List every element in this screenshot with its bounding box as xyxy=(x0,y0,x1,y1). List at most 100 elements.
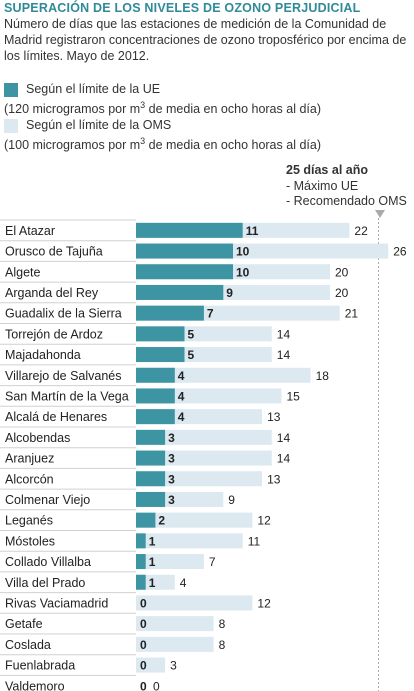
category-label: Torrejón de Ardoz xyxy=(5,327,103,341)
value-label-ue: 3 xyxy=(168,493,175,507)
value-label-oms: 12 xyxy=(257,514,271,528)
bar-ue xyxy=(136,491,166,507)
value-label-ue: 11 xyxy=(246,224,259,238)
value-label-ue: 1 xyxy=(149,534,156,548)
value-label-ue: 4 xyxy=(178,369,185,383)
value-label-oms: 9 xyxy=(228,493,235,507)
legend-swatch-ue xyxy=(4,83,18,97)
value-label-oms: 12 xyxy=(257,596,271,610)
category-label: Villa del Prado xyxy=(5,576,85,590)
value-label-ue: 7 xyxy=(207,307,214,321)
value-label-oms: 13 xyxy=(267,410,281,424)
bar-ue xyxy=(136,347,185,363)
category-label: Guadalix de la Sierra xyxy=(5,307,122,321)
value-label-ue: 1 xyxy=(149,576,156,590)
bar-oms xyxy=(136,512,253,528)
legend-item-ue: Según el límite de la UE (120 microgramo… xyxy=(4,81,404,117)
bar-oms xyxy=(136,554,204,570)
bar-ue xyxy=(136,533,146,549)
bar-ue xyxy=(136,388,175,404)
value-label-oms: 4 xyxy=(180,576,187,590)
bar-ue xyxy=(136,554,146,570)
bar-ue xyxy=(136,284,224,300)
bar-oms xyxy=(136,367,311,383)
bar-ue xyxy=(136,409,175,425)
value-label-ue: 0 xyxy=(140,679,147,691)
value-label-oms: 20 xyxy=(335,265,349,279)
chart-title: SUPERACIÓN DE LOS NIVELES DE OZONO PERJU… xyxy=(4,1,361,15)
bar-oms xyxy=(136,533,243,549)
value-label-ue: 4 xyxy=(178,389,185,403)
value-label-ue: 0 xyxy=(140,638,147,652)
value-label-ue: 5 xyxy=(188,348,195,362)
category-label: Móstoles xyxy=(5,534,55,548)
category-label: Fuenlabrada xyxy=(5,659,75,673)
category-label: Aranjuez xyxy=(5,452,54,466)
bar-ue xyxy=(136,429,166,445)
bar-ue xyxy=(136,512,156,528)
category-label: Colmenar Viejo xyxy=(5,493,90,507)
value-label-oms: 14 xyxy=(277,431,291,445)
value-label-ue: 10 xyxy=(236,245,250,259)
bar-ue xyxy=(136,222,243,238)
category-label: Alcalá de Henares xyxy=(5,410,107,424)
category-label: El Atazar xyxy=(5,224,55,238)
category-label: Alcobendas xyxy=(5,431,70,445)
value-label-ue: 0 xyxy=(140,617,147,631)
bar-ue xyxy=(136,264,233,280)
category-label: Getafe xyxy=(5,617,43,631)
bar-oms xyxy=(136,657,166,673)
value-label-ue: 3 xyxy=(168,452,175,466)
category-label: Valdemoro xyxy=(5,679,65,691)
category-label: Alcorcón xyxy=(5,472,54,486)
category-label: Collado Villalba xyxy=(5,555,91,569)
value-label-ue: 4 xyxy=(178,410,185,424)
value-label-ue: 3 xyxy=(168,472,175,486)
legend-detail-ue: (120 microgramos por m3 de media en ocho… xyxy=(4,100,321,117)
value-label-ue: 2 xyxy=(158,514,165,528)
value-label-oms: 26 xyxy=(393,245,407,259)
bar-oms xyxy=(136,450,272,466)
bar-ue xyxy=(136,450,166,466)
category-label: Majadahonda xyxy=(5,348,81,362)
bar-ue xyxy=(136,243,233,259)
value-label-oms: 8 xyxy=(219,638,226,652)
reference-line-1: - Máximo UE xyxy=(286,179,359,193)
value-label-oms: 22 xyxy=(354,224,368,238)
value-label-oms: 14 xyxy=(277,327,291,341)
value-label-oms: 21 xyxy=(345,307,359,321)
bar-oms xyxy=(136,616,214,632)
category-label: Arganda del Rey xyxy=(5,286,99,300)
legend-label-oms: Según el límite de la OMS xyxy=(26,118,172,132)
value-label-oms: 0 xyxy=(153,679,160,691)
bar-ue xyxy=(136,305,204,321)
value-label-ue: 5 xyxy=(188,327,195,341)
legend-label-ue: Según el límite de la UE xyxy=(26,82,161,96)
value-label-oms: 8 xyxy=(219,617,226,631)
value-label-ue: 10 xyxy=(236,265,250,279)
category-label: Villarejo de Salvanés xyxy=(5,369,122,383)
category-label: San Martín de la Vega xyxy=(5,389,129,403)
bar-ue xyxy=(136,367,175,383)
legend-item-oms: Según el límite de la OMS (100 microgram… xyxy=(4,117,404,153)
reference-title: 25 días al año xyxy=(286,163,368,177)
value-label-oms: 7 xyxy=(209,555,216,569)
value-label-oms: 15 xyxy=(287,389,301,403)
value-label-ue: 0 xyxy=(140,659,147,673)
legend-swatch-oms xyxy=(4,119,18,133)
value-label-oms: 13 xyxy=(267,472,281,486)
value-label-oms: 3 xyxy=(170,659,177,673)
category-label: Coslada xyxy=(5,638,51,652)
legend-detail-oms: (100 microgramos por m3 de media en ocho… xyxy=(4,136,321,153)
category-label: Leganés xyxy=(5,514,53,528)
value-label-ue: 9 xyxy=(226,286,233,300)
bar-ue xyxy=(136,326,185,342)
category-label: Algete xyxy=(5,265,40,279)
value-label-oms: 14 xyxy=(277,348,291,362)
category-label: Orusco de Tajuña xyxy=(5,245,103,259)
bar-oms xyxy=(136,429,272,445)
bar-ue xyxy=(136,471,166,487)
value-label-oms: 18 xyxy=(316,369,330,383)
category-label: Rivas Vaciamadrid xyxy=(5,596,108,610)
